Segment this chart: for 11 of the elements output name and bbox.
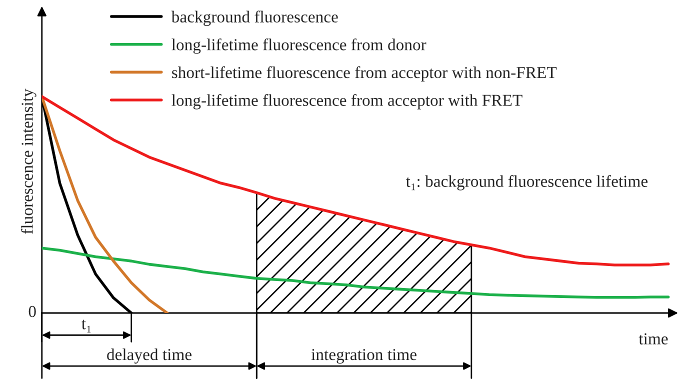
legend-label: long-lifetime fluorescence from acceptor with FRET — [172, 94, 522, 110]
legend-label: long-lifetime fluorescence from donor — [172, 38, 426, 54]
annotation: t₁: background fluorescence lifetime — [406, 175, 648, 190]
y-axis-title: fluorescence intensity — [20, 88, 36, 234]
legend-label: background fluorescence — [171, 10, 338, 26]
text: integration time — [311, 348, 416, 364]
x-axis-title: time — [638, 333, 668, 344]
text: 0 — [28, 306, 36, 318]
legend-label: short-lifetime fluorescence from acceptor with non-FRET — [172, 66, 557, 82]
text: t₁ — [82, 320, 91, 332]
text: delayed time — [107, 348, 192, 364]
